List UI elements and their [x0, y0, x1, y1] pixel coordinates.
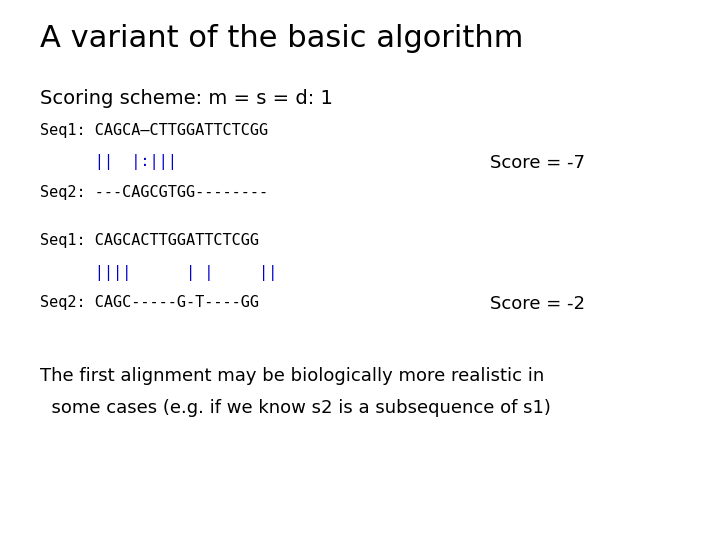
Text: A variant of the basic algorithm: A variant of the basic algorithm	[40, 24, 523, 53]
Text: Scoring scheme: m = s = d: 1: Scoring scheme: m = s = d: 1	[40, 89, 333, 108]
Text: ||  |:|||: || |:|||	[40, 154, 176, 170]
Text: Score = -7: Score = -7	[490, 154, 585, 172]
Text: some cases (e.g. if we know s2 is a subsequence of s1): some cases (e.g. if we know s2 is a subs…	[40, 399, 551, 416]
Text: ||||      | |     ||: |||| | | ||	[40, 265, 277, 281]
Text: Seq2: CAGC-----G-T----GG: Seq2: CAGC-----G-T----GG	[40, 295, 258, 310]
Text: Score = -2: Score = -2	[490, 295, 585, 313]
Text: Seq1: CAGCA–CTTGGATTCTCGG: Seq1: CAGCA–CTTGGATTCTCGG	[40, 123, 268, 138]
Text: Seq1: CAGCACTTGGATTCTCGG: Seq1: CAGCACTTGGATTCTCGG	[40, 233, 258, 248]
Text: Seq2: ---CAGCGTGG--------: Seq2: ---CAGCGTGG--------	[40, 185, 268, 200]
Text: The first alignment may be biologically more realistic in: The first alignment may be biologically …	[40, 367, 544, 385]
